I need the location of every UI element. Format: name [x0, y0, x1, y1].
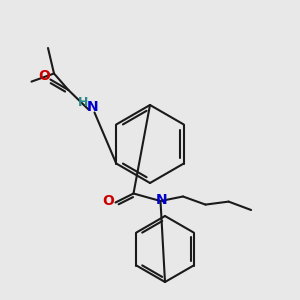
- Text: O: O: [38, 70, 50, 83]
- Text: O: O: [102, 194, 114, 208]
- Text: H: H: [78, 96, 88, 110]
- Text: N: N: [156, 193, 167, 206]
- Text: N: N: [86, 100, 98, 114]
